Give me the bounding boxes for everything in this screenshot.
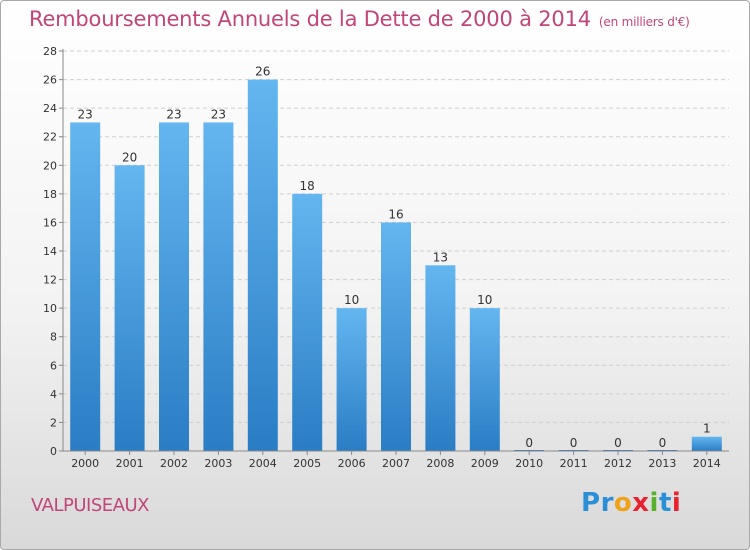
data-label: 16 <box>388 207 403 221</box>
x-tick-label: 2006 <box>338 457 366 470</box>
data-label: 0 <box>659 436 667 450</box>
y-tick-label: 18 <box>43 188 57 201</box>
y-tick-label: 28 <box>43 45 57 58</box>
bar <box>114 165 145 452</box>
bar <box>292 193 323 451</box>
bar <box>425 265 456 451</box>
bar <box>336 308 367 451</box>
data-label: 1 <box>703 422 711 436</box>
chart-title: Remboursements Annuels de la Dette de 20… <box>29 7 690 31</box>
logo-letter: t <box>658 488 672 518</box>
y-tick-label: 8 <box>50 331 57 344</box>
x-tick-label: 2014 <box>693 457 721 470</box>
chart-subtitle: (en milliers d'€) <box>598 15 690 29</box>
x-tick-label: 2008 <box>426 457 454 470</box>
data-label: 26 <box>255 65 270 79</box>
x-tick-label: 2013 <box>648 457 676 470</box>
chart-title-text: Remboursements Annuels de la Dette de 20… <box>29 7 591 31</box>
data-label: 18 <box>300 179 315 193</box>
y-tick-label: 14 <box>43 245 57 258</box>
bars: 23 20 23 23 26 18 10 16 13 10 0 0 0 0 1 <box>70 65 722 452</box>
bar <box>469 308 500 451</box>
x-tick-label: 2005 <box>293 457 321 470</box>
logo-letter: i <box>671 488 682 518</box>
data-label: 23 <box>78 107 93 121</box>
x-tick-label: 2003 <box>204 457 232 470</box>
bar <box>159 122 189 451</box>
y-tick-label: 10 <box>43 302 57 315</box>
x-tick-label: 2002 <box>160 457 188 470</box>
logo-letter: i <box>649 488 659 518</box>
x-tick-label: 2009 <box>471 457 499 470</box>
data-label: 23 <box>166 107 181 121</box>
logo-letter: P <box>581 488 601 518</box>
data-label: 23 <box>211 107 226 121</box>
x-tick-label: 2000 <box>71 457 99 470</box>
x-tick-label: 2010 <box>515 457 543 470</box>
data-label: 0 <box>570 436 578 450</box>
bar <box>247 79 278 452</box>
bar <box>381 222 411 451</box>
y-tick-label: 4 <box>50 388 57 401</box>
data-label: 10 <box>344 293 359 307</box>
x-tick-label: 2007 <box>382 457 410 470</box>
y-tick-label: 2 <box>50 416 57 429</box>
y-tick-label: 22 <box>43 131 57 144</box>
bar <box>203 122 234 451</box>
bar <box>70 122 101 451</box>
bar <box>691 436 722 451</box>
y-tick-label: 0 <box>50 445 57 458</box>
logo-letter: o <box>613 488 633 518</box>
logo-letter: x <box>632 488 650 518</box>
proxiti-logo[interactable]: Proxiti <box>581 488 681 518</box>
y-tick-label: 24 <box>43 102 57 115</box>
logo-letter: r <box>600 488 614 518</box>
y-tick-label: 6 <box>50 359 57 372</box>
x-tick-label: 2012 <box>604 457 632 470</box>
x-tick-label: 2011 <box>560 457 588 470</box>
y-tick-label: 12 <box>43 274 57 287</box>
data-label: 0 <box>614 436 622 450</box>
data-label: 10 <box>477 293 492 307</box>
data-label: 0 <box>525 436 533 450</box>
data-label: 13 <box>433 250 448 264</box>
commune-name: VALPUISEAUX <box>31 495 149 516</box>
y-tick-label: 26 <box>43 74 57 87</box>
y-tick-label: 20 <box>43 159 57 172</box>
x-tick-label: 2004 <box>249 457 277 470</box>
x-tick-label: 2001 <box>116 457 144 470</box>
data-label: 20 <box>122 150 137 164</box>
y-tick-label: 16 <box>43 216 57 229</box>
